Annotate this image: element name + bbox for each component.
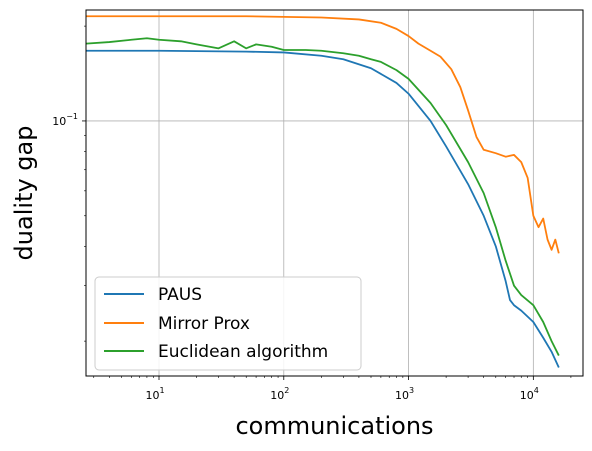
series-line-mirror-prox [86,15,560,254]
y-tick-label: 10−1 [52,112,78,128]
legend-label-mirror-prox: Mirror Prox [158,314,250,334]
x-tick-label: 104 [520,386,539,402]
legend: PAUS Mirror Prox Euclidean algorithm [94,276,362,371]
x-tick-label: 101 [145,386,164,402]
plot-frame [85,9,584,377]
series-line-euclidean-algorithm [85,37,560,356]
legend-frame [94,276,362,371]
series-lines [85,15,560,368]
x-axis-title: communications [235,412,433,440]
x-tick-label: 103 [395,386,414,402]
legend-label-paus: PAUS [158,285,202,305]
series-line-paus [86,49,560,368]
legend-label-euclidean-algorithm: Euclidean algorithm [158,342,328,362]
y-axis-title: duality gap [10,126,38,261]
x-tick-label: 102 [270,386,289,402]
axis-ticks: 101 102 103 104 10−1 [52,25,572,402]
